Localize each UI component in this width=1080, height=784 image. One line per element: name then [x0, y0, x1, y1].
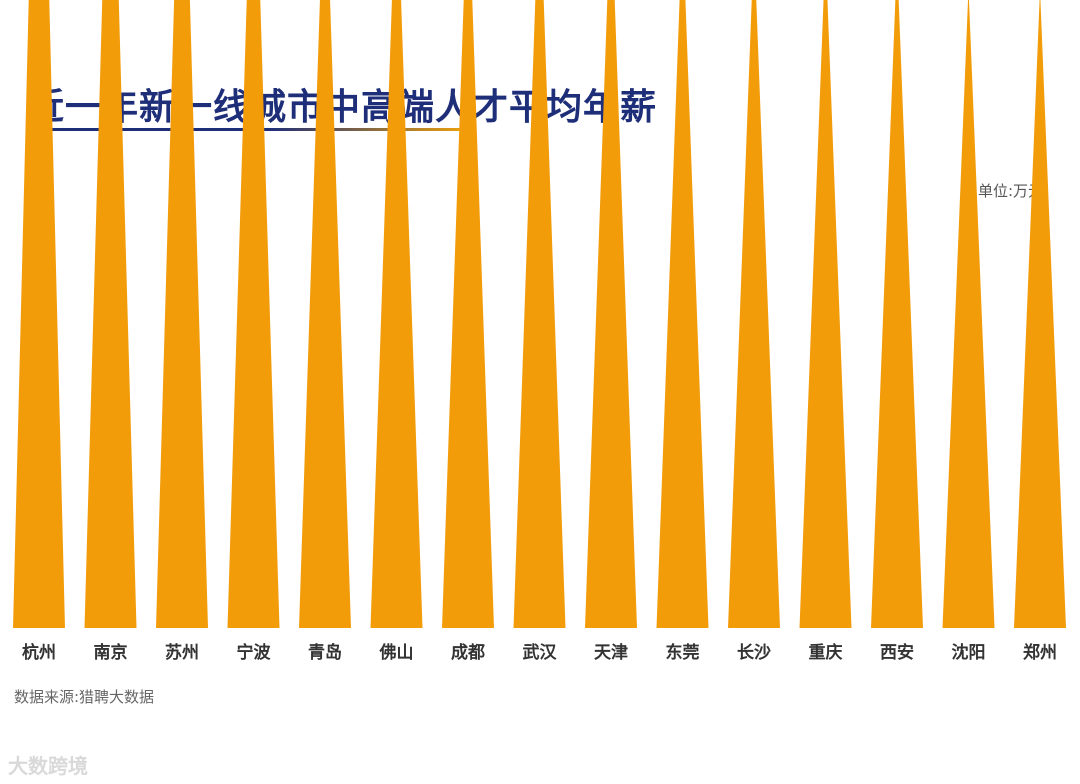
bar-天津 [585, 0, 637, 628]
bar-东莞 [656, 0, 709, 628]
category-label-group: 杭州 南京 苏州 宁波 青岛 佛山 成都 武汉 天津 东莞 长沙 重庆 西安 沈阳 郑州 [22, 642, 1057, 663]
category-label: 天津 [594, 642, 628, 663]
category-label: 杭州 [22, 642, 56, 663]
source-note: 数据来源:猎聘大数据 [14, 688, 155, 706]
category-label: 宁波 [237, 642, 272, 663]
bar-郑州 [1014, 0, 1066, 628]
bar-成都 [442, 0, 494, 628]
category-label: 沈阳 [952, 642, 986, 663]
category-label: 郑州 [1023, 642, 1057, 663]
category-label: 成都 [451, 642, 485, 663]
category-label: 南京 [94, 642, 128, 663]
bar-西安 [871, 0, 923, 628]
bar-宁波 [227, 0, 280, 628]
category-label: 西安 [880, 642, 914, 663]
unit-label: 单位:万元 [978, 182, 1044, 200]
bar-沈阳 [942, 0, 995, 628]
chart-title: 近一年新一线城市中高端人才平均年薪 [28, 87, 658, 128]
category-label: 苏州 [165, 642, 199, 663]
bar-group [13, 0, 1066, 628]
category-label: 长沙 [737, 642, 771, 663]
category-label: 武汉 [523, 642, 558, 663]
category-label: 佛山 [379, 642, 414, 663]
bar-武汉 [513, 0, 566, 628]
bar-杭州 [13, 0, 65, 628]
category-label: 东莞 [666, 642, 700, 663]
bar-青岛 [299, 0, 351, 628]
category-label: 重庆 [809, 642, 843, 663]
category-label: 青岛 [308, 642, 342, 663]
bar-南京 [84, 0, 137, 628]
watermark: 大数跨境 [8, 754, 88, 778]
bar-苏州 [156, 0, 208, 628]
bar-重庆 [799, 0, 852, 628]
bar-长沙 [728, 0, 780, 628]
bar-佛山 [370, 0, 423, 628]
